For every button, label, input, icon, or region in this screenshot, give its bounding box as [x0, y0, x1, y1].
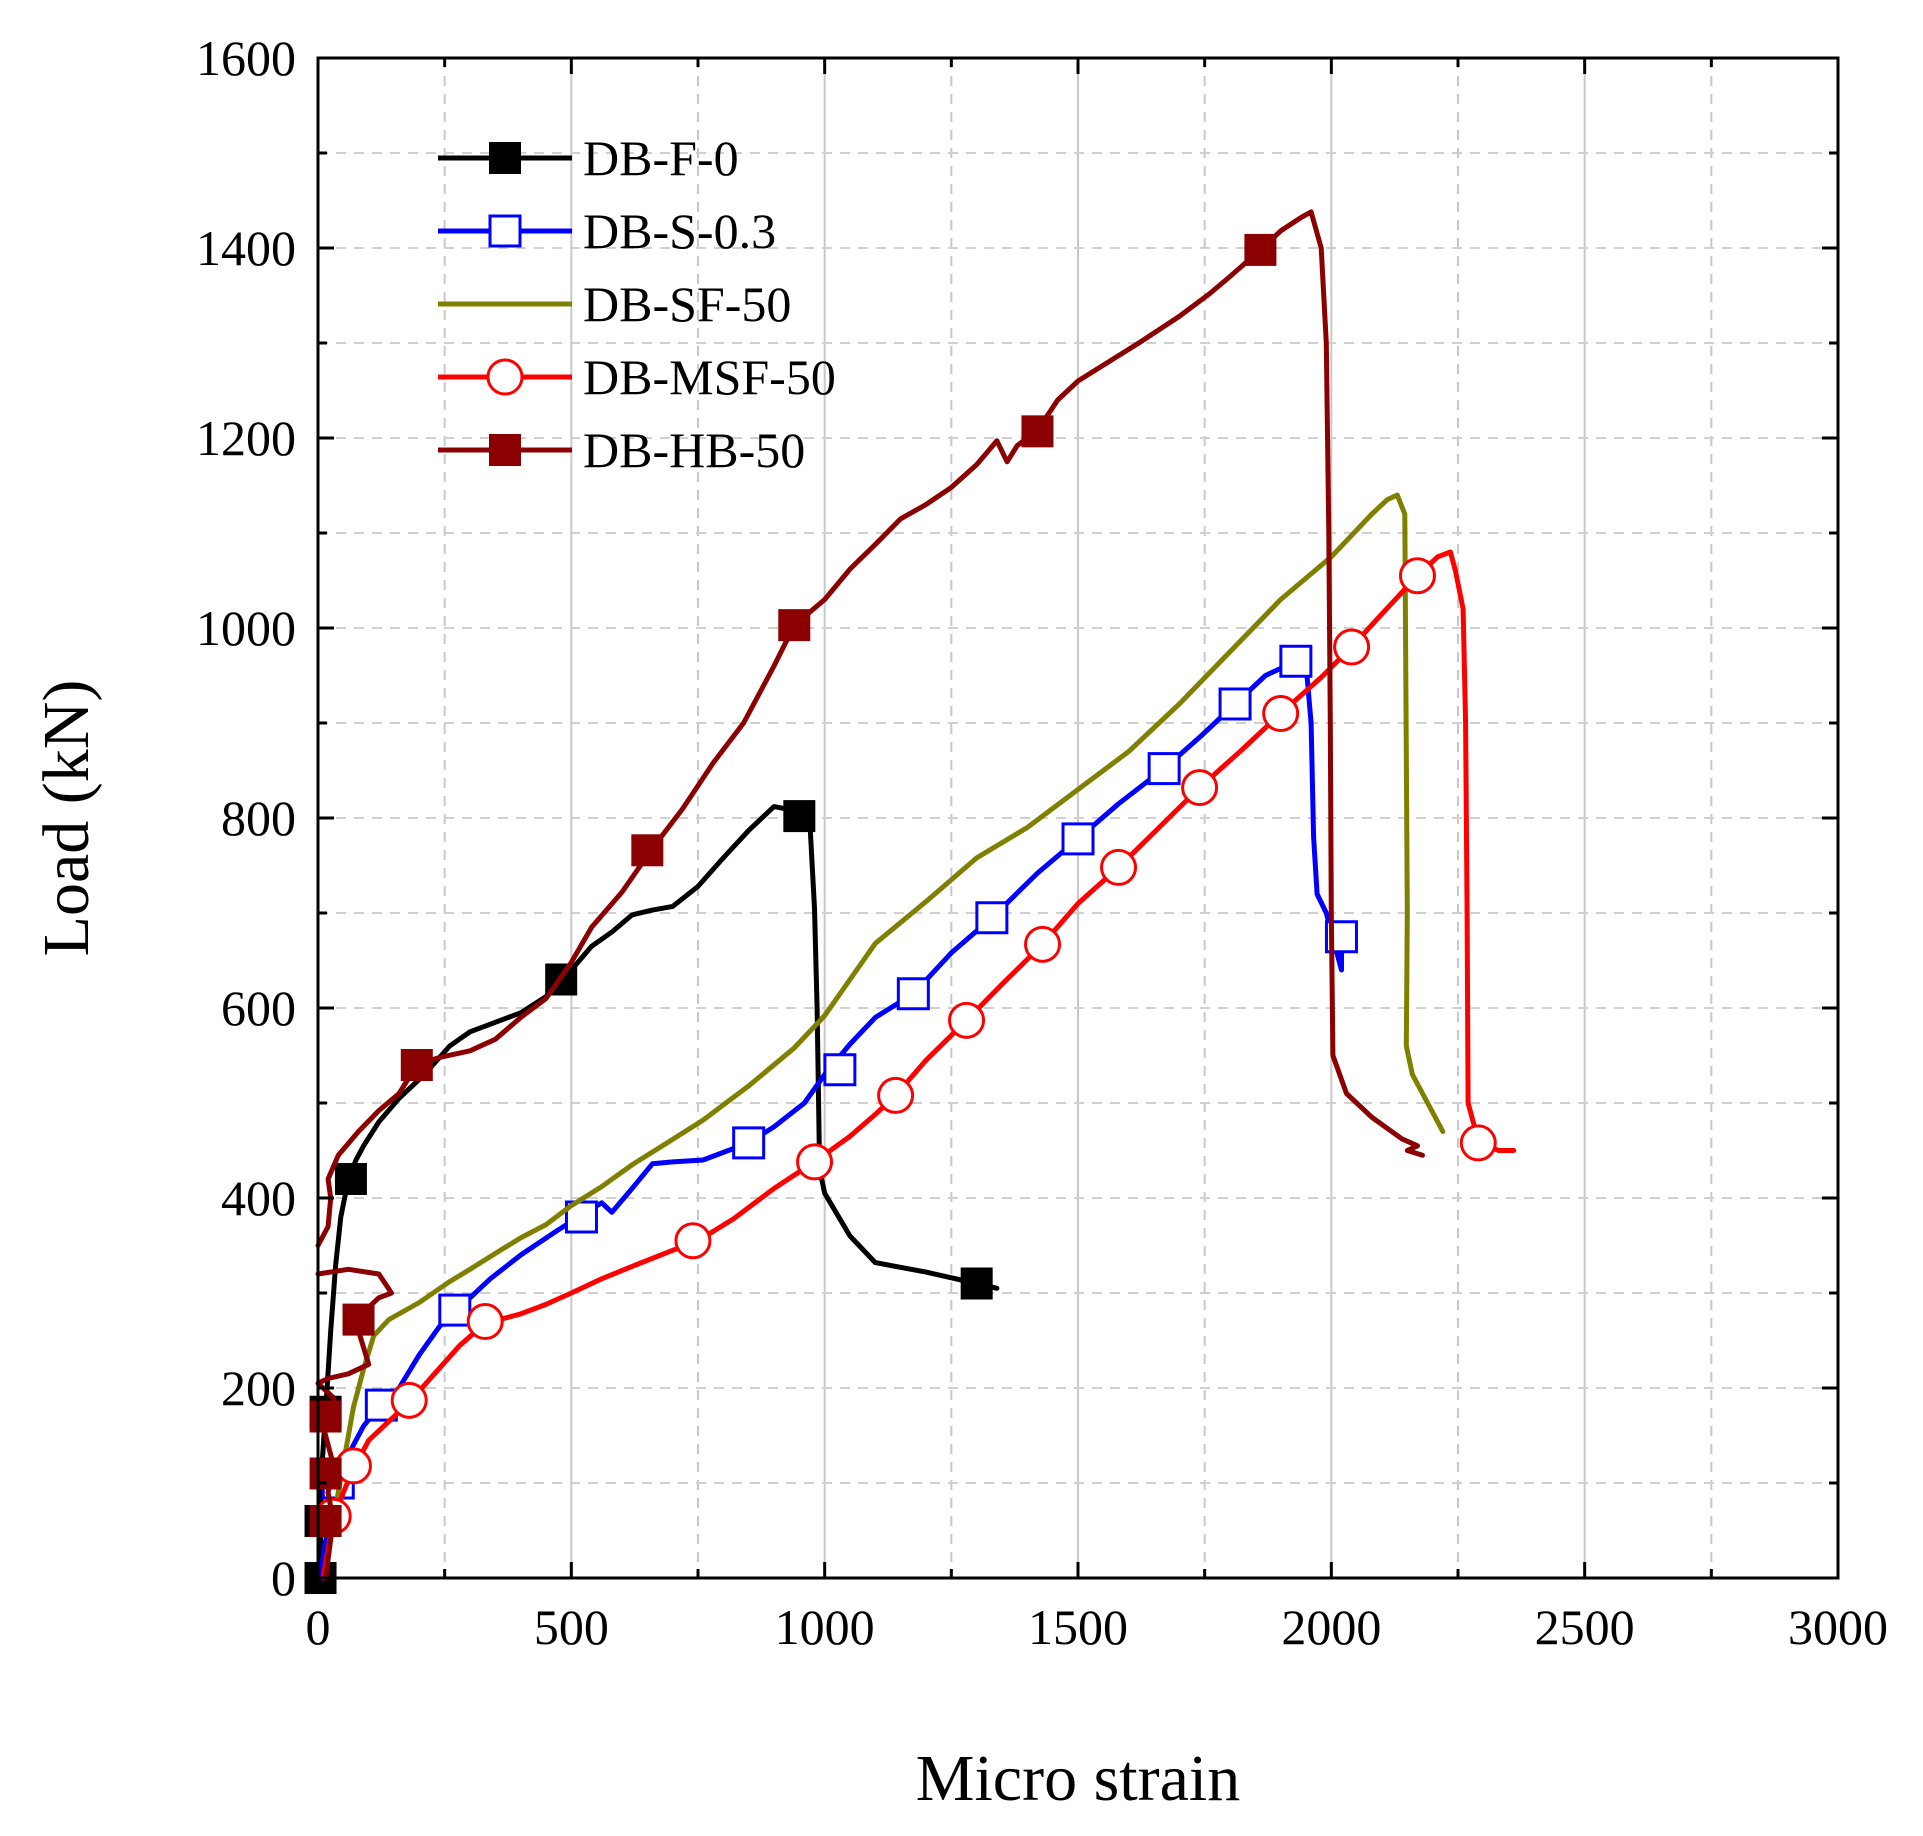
x-tick-label: 2500	[1535, 1599, 1635, 1655]
data-point-db-msf-50	[1181, 769, 1219, 807]
legend-label-db-f-0: DB-F-0	[583, 130, 739, 186]
axis-ticks	[316, 56, 1840, 1580]
data-point-db-f-0	[960, 1267, 993, 1300]
x-tick-label: 0	[306, 1599, 331, 1655]
x-tick-label: 1500	[1028, 1599, 1128, 1655]
series-line-db-sf-50	[330, 492, 1446, 1524]
data-point-db-msf-50	[390, 1381, 428, 1419]
legend-marker-db-msf-50	[486, 358, 524, 396]
data-point-db-msf-50	[1262, 695, 1300, 732]
legend-item-db-s-0-3: DB-S-0.3	[438, 203, 776, 259]
series-line-db-hb-50-loop	[315, 1266, 394, 1581]
data-point-db-s-0-3	[1218, 687, 1252, 721]
data-point-db-msf-50	[1459, 1124, 1497, 1162]
data-point-db-s-0-3	[732, 1126, 766, 1160]
data-point-db-msf-50	[1333, 628, 1371, 666]
y-tick-label: 0	[271, 1550, 296, 1606]
legend-marker-db-s-0-3	[488, 214, 522, 248]
data-point-db-hb-50	[778, 609, 811, 642]
data-point-db-f-0	[334, 1163, 367, 1195]
data-point-db-msf-50	[1100, 848, 1138, 886]
y-tick-label: 200	[221, 1360, 296, 1416]
legend-label-db-hb-50: DB-HB-50	[583, 422, 805, 478]
data-point-db-msf-50	[796, 1143, 834, 1181]
legend-marker-db-f-0	[489, 142, 521, 174]
x-tick-label: 1000	[775, 1599, 875, 1655]
legend-label-db-msf-50: DB-MSF-50	[583, 349, 836, 405]
series-db-sf-50	[330, 492, 1446, 1524]
y-tick-label: 1000	[196, 600, 296, 656]
legend-item-db-sf-50: DB-SF-50	[438, 276, 791, 332]
legend-label-db-sf-50: DB-SF-50	[583, 276, 791, 332]
legend-item-db-f-0: DB-F-0	[438, 130, 739, 186]
y-tick-label: 1400	[196, 220, 296, 276]
y-tick-label: 1600	[196, 30, 296, 86]
data-point-db-msf-50	[1024, 925, 1062, 963]
data-point-db-hb-50	[400, 1049, 433, 1081]
series-db-hb-50-loop	[315, 1266, 394, 1581]
data-point-db-msf-50	[466, 1303, 504, 1340]
data-point-db-s-0-3	[1061, 822, 1095, 856]
series-layer	[304, 209, 1517, 1594]
legend-label-db-s-0-3: DB-S-0.3	[583, 203, 776, 259]
data-point-db-hb-50	[631, 834, 664, 867]
data-point-db-s-0-3	[823, 1053, 857, 1087]
data-point-db-msf-50	[1398, 557, 1436, 595]
y-tick-label: 800	[221, 790, 296, 846]
data-point-db-msf-50	[948, 1001, 986, 1039]
data-point-db-hb-50	[309, 1505, 342, 1537]
legend-marker-db-hb-50	[489, 434, 521, 466]
x-tick-label: 3000	[1788, 1599, 1888, 1655]
x-tick-label: 2000	[1281, 1599, 1381, 1655]
y-tick-label: 1200	[196, 410, 296, 466]
series-line-db-f-0	[318, 804, 1000, 1581]
x-tick-label: 500	[534, 1599, 609, 1655]
data-point-db-s-0-3	[1279, 644, 1313, 678]
legend-item-db-hb-50: DB-HB-50	[438, 422, 805, 478]
data-point-db-s-0-3	[975, 901, 1009, 935]
data-point-db-msf-50	[674, 1222, 712, 1260]
x-axis-title: Micro strain	[916, 1742, 1240, 1815]
data-point-db-f-0	[783, 800, 816, 833]
data-point-db-msf-50	[877, 1076, 915, 1114]
data-point-db-hb-50	[1244, 233, 1277, 266]
y-axis-title: Load (kN)	[30, 680, 103, 957]
tick-labels: 0 500 1000 1500 2000 2500 3000 0 200 400 600 800 100…	[196, 30, 1888, 1655]
data-point-db-s-0-3	[1147, 752, 1181, 786]
legend-item-db-msf-50: DB-MSF-50	[438, 349, 836, 405]
data-point-db-hb-50	[1021, 415, 1054, 448]
data-point-db-s-0-3	[896, 977, 930, 1011]
legend: DB-F-0 DB-S-0.3 DB-SF-50 DB-MSF-50 DB-HB-50	[438, 130, 836, 478]
series-line-db-msf-50	[320, 549, 1517, 1581]
y-tick-label: 600	[221, 980, 296, 1036]
series-line-db-hb-50	[315, 209, 1425, 1248]
y-tick-label: 400	[221, 1170, 296, 1226]
grid	[318, 58, 1838, 1578]
series-db-msf-50	[314, 549, 1517, 1581]
data-point-db-s-0-3	[438, 1293, 472, 1327]
